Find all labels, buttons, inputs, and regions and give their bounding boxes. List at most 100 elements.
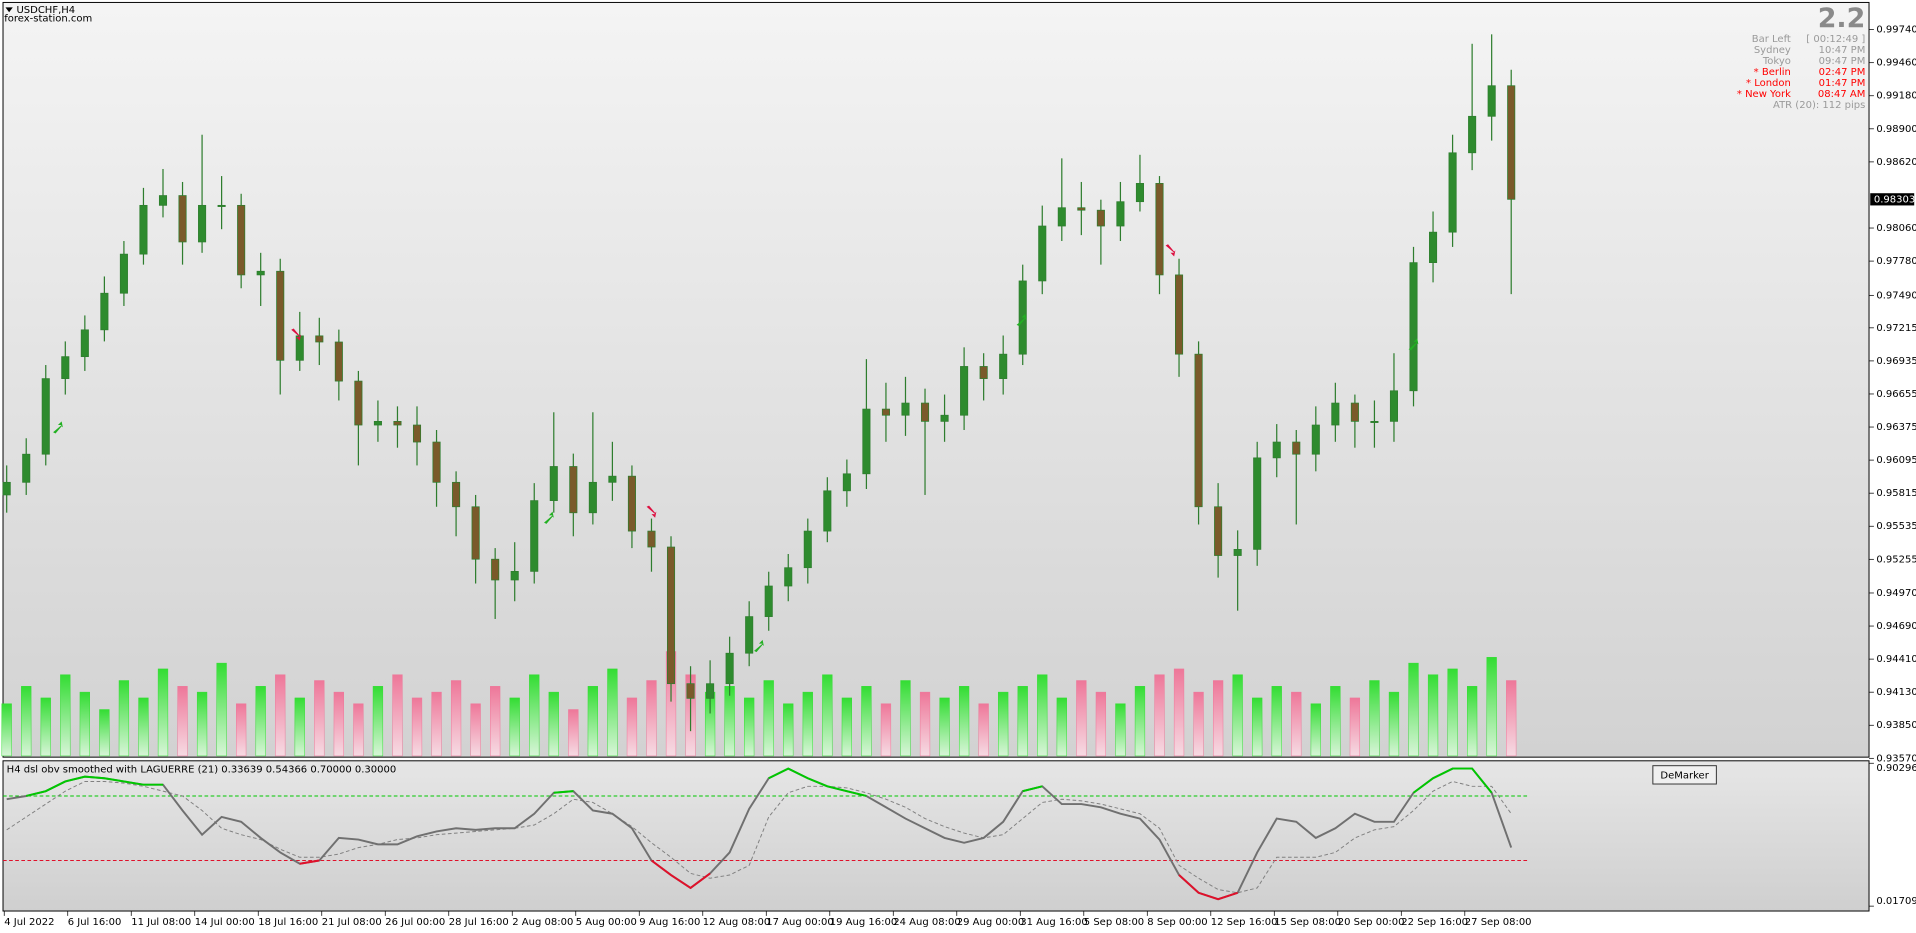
candle-body <box>1507 85 1516 200</box>
zone-line <box>1178 874 1238 901</box>
candle-body <box>1409 262 1418 392</box>
indicator-panel <box>2 760 1870 912</box>
x-tick-label: 19 Aug 16:00 <box>830 917 897 928</box>
spread-value: 2.2 <box>1818 3 1866 34</box>
buy-arrow <box>754 639 764 653</box>
candle-body <box>666 546 676 685</box>
candle-body <box>1311 424 1320 455</box>
buy-arrow <box>53 421 63 434</box>
candle-body <box>764 585 773 617</box>
y-tick-label: 0.99460 <box>1876 58 1916 69</box>
y-tick-label: 0.01709 <box>1876 896 1916 907</box>
volume-bar <box>470 703 481 757</box>
y-tick-label: 0.99740 <box>1876 25 1916 36</box>
volume-bar <box>568 709 579 757</box>
buy-arrows <box>53 313 1419 653</box>
candle-body <box>823 490 832 532</box>
demarker-button[interactable]: DeMarker <box>1652 765 1717 785</box>
session-time: 09:47 PM <box>1819 56 1866 67</box>
volume-bar <box>431 691 442 757</box>
volume-bar <box>1154 674 1165 757</box>
candle-body <box>2 481 11 496</box>
symbol-menu-icon[interactable] <box>5 7 13 13</box>
volume-bar <box>900 680 911 757</box>
candle-body <box>901 402 910 416</box>
candle-body <box>647 530 656 548</box>
candle-body <box>706 683 715 699</box>
candle-body <box>1077 207 1086 211</box>
candle-body <box>237 204 246 276</box>
zone-line <box>768 767 867 797</box>
y-tick-label: 0.96935 <box>1876 356 1916 367</box>
candle-body <box>1389 390 1398 422</box>
candle-body <box>510 570 519 581</box>
candle-body <box>217 204 226 207</box>
y-tick-label: 0.94130 <box>1876 687 1916 698</box>
candle-body <box>862 408 871 475</box>
y-tick-label: 0.95255 <box>1876 554 1916 565</box>
volume-bar <box>978 703 989 757</box>
sell-arrows <box>291 244 1176 518</box>
volume-bar <box>822 674 833 757</box>
zone-line <box>650 859 711 890</box>
volume-bar <box>1 703 12 757</box>
signal-line <box>6 780 1512 894</box>
volume-bar <box>40 697 51 757</box>
candle-body <box>491 558 500 581</box>
x-tick-label: 8 Sep 00:00 <box>1147 917 1207 928</box>
session-time: 10:47 PM <box>1819 45 1866 56</box>
volume-bar <box>1408 662 1419 757</box>
candle-body <box>686 683 695 699</box>
button-label[interactable]: DeMarker <box>1660 770 1709 781</box>
volume-bar <box>1037 674 1048 757</box>
candle-body <box>432 441 441 483</box>
volume-bar <box>802 691 813 757</box>
candle-body <box>803 530 812 569</box>
y-tick-label: 0.97780 <box>1876 256 1916 267</box>
session-name: * Berlin <box>1754 67 1791 78</box>
candle-body <box>61 356 70 379</box>
volume-bar <box>118 680 130 757</box>
candle-body <box>725 652 734 685</box>
candle-body <box>588 481 597 514</box>
indicator-line <box>6 767 1513 901</box>
volume-bar <box>1427 674 1439 757</box>
volume-bar <box>1056 697 1067 757</box>
session-time: 02:47 PM <box>1819 67 1866 78</box>
sell-arrow <box>291 328 301 341</box>
current-price-label: 0.98303 <box>1874 194 1915 205</box>
y-tick-label: 0.94410 <box>1876 654 1916 665</box>
volume-bar <box>861 686 872 757</box>
sell-arrow <box>1165 244 1176 257</box>
candle-body <box>1331 402 1340 426</box>
candle-body <box>842 473 851 492</box>
session-name: Bar Left <box>1752 34 1791 45</box>
indicator-title: H4 dsl obv smoothed with LAGUERRE (21) 0… <box>7 764 397 775</box>
candle-body <box>569 466 578 514</box>
candle-body <box>1272 441 1281 459</box>
candle-body <box>452 481 461 508</box>
y-tick-label: 0.99180 <box>1876 91 1916 102</box>
candle-body <box>530 500 539 572</box>
volume-bar <box>255 686 266 757</box>
volume-bar <box>314 680 325 757</box>
volume-bar <box>919 691 931 757</box>
volume-bar <box>392 674 403 757</box>
price-panel <box>2 1 1870 758</box>
volume-bar <box>1232 674 1243 757</box>
volume-bar <box>60 674 71 757</box>
button-frame[interactable] <box>1652 765 1717 785</box>
candle-body <box>1370 421 1379 423</box>
volume-bar <box>880 703 892 757</box>
volume-bar <box>157 668 169 757</box>
y-tick-label: 0.95535 <box>1876 521 1916 532</box>
zone-line <box>1022 785 1043 793</box>
volume-bar <box>548 691 559 757</box>
y-tick-label: 0.93570 <box>1876 753 1916 764</box>
volume-bar <box>841 697 852 757</box>
candle-body <box>1096 209 1105 227</box>
candle-body <box>1214 506 1223 556</box>
volume-bar <box>763 680 774 757</box>
x-tick-label: 11 Jul 08:00 <box>131 917 191 928</box>
candle-body <box>784 567 793 587</box>
